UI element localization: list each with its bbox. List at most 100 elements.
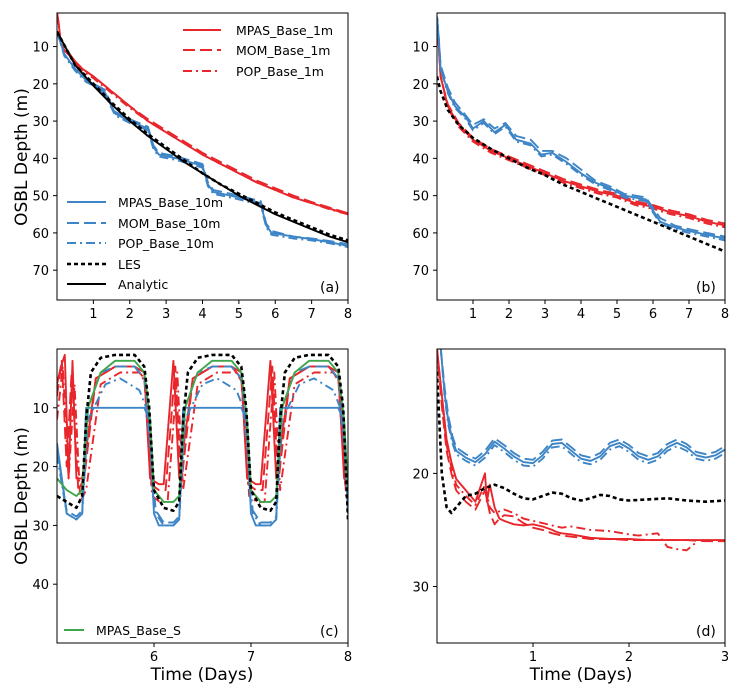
panel-b-tag: (b)	[696, 280, 716, 296]
panel-a-legend-top: MPAS_Base_1m MOM_Base_1m POP_Base_1m	[183, 23, 333, 79]
series-line-mpas-base-s	[57, 359, 348, 503]
y-tick-label: 30	[412, 115, 429, 130]
series-line-mom-base-1m	[437, 349, 725, 543]
panel-a-legend-bottom: MPAS_Base_10m MOM_Base_10m POP_Base_10m …	[67, 195, 223, 292]
y-tick-label: 20	[32, 78, 49, 93]
panel-b-y-ticks: 10 20 30 40 50 60 70	[412, 41, 437, 279]
x-tick-label: 7	[685, 307, 693, 322]
panel-a-y-ticks: 10 20 30 40 50 60 70	[32, 41, 57, 279]
legend-label-analytic: Analytic	[118, 277, 168, 292]
series-line-mom-base-1m	[437, 16, 725, 225]
series-line-les	[437, 76, 725, 253]
panel-d-tag: (d)	[696, 624, 716, 640]
series-line-pop-base-1m	[57, 365, 348, 503]
y-tick-label: 70	[32, 264, 49, 279]
panel-a-y-axis-label: OSBL Depth (m)	[12, 88, 32, 226]
series-line-pop-base-10m	[437, 16, 725, 242]
x-tick-label: 7	[307, 307, 315, 322]
series-line-pop-base-10m	[57, 31, 348, 249]
x-tick-label: 1	[89, 307, 97, 322]
series-line-pop-base-10m	[57, 377, 348, 527]
panel-d-x-axis-label: Time (Days)	[529, 665, 633, 685]
x-tick-label: 1	[469, 307, 477, 322]
x-tick-label: 8	[344, 650, 352, 665]
series-line-mom-base-10m	[57, 365, 348, 524]
panel-c-x-ticks: 6 7 8	[150, 643, 352, 665]
x-tick-label: 6	[150, 650, 158, 665]
legend-label-mpas-base-10m: MPAS_Base_10m	[118, 195, 223, 210]
panel-c-frame	[56, 348, 349, 644]
y-tick-label: 40	[32, 152, 49, 167]
panel-b-x-ticks: 1 2 3 4 5 6 7 8	[469, 300, 729, 322]
x-tick-label: 6	[649, 307, 657, 322]
y-tick-label: 30	[32, 115, 49, 130]
x-tick-label: 2	[625, 650, 633, 665]
series-line-pop-base-10m	[439, 349, 725, 468]
y-tick-label: 10	[32, 41, 49, 56]
panel-c-legend: MPAS_Base_S	[64, 623, 181, 638]
legend-label-les: LES	[118, 257, 141, 272]
series-line-pop-base-1m	[437, 349, 697, 552]
panel-a-x-ticks: 1 2 3 4 5 6 7 8	[89, 300, 352, 322]
x-tick-label: 1	[529, 650, 537, 665]
panel-b-frame	[436, 12, 726, 301]
y-tick-label: 40	[32, 578, 49, 593]
y-tick-label: 60	[32, 227, 49, 242]
panel-b: 1 2 3 4 5 6 7 8 10 20 30 40 50 60 70 (b)	[412, 12, 729, 322]
x-tick-label: 3	[721, 650, 729, 665]
y-tick-label: 60	[412, 227, 429, 242]
panel-c-lines	[57, 353, 348, 527]
x-tick-label: 5	[235, 307, 243, 322]
series-line-les	[437, 371, 725, 515]
y-tick-label: 40	[412, 152, 429, 167]
y-tick-label: 10	[32, 402, 49, 417]
series-line-mom-base-10m	[439, 349, 725, 461]
series-line-mom-base-10m	[57, 31, 348, 246]
series-line-mpas-base-10m	[439, 349, 725, 465]
x-tick-label: 2	[505, 307, 513, 322]
panel-c-y-axis-label: OSBL Depth (m)	[12, 427, 32, 565]
y-tick-label: 20	[412, 467, 429, 482]
panel-d-x-ticks: 1 2 3	[529, 643, 729, 665]
x-tick-label: 4	[198, 307, 206, 322]
panel-a: 1 2 3 4 5 6 7 8 10 20 30 40 50 60 70 OSBL Depth (m) (…	[12, 12, 352, 322]
legend-label-mpas-base-1m: MPAS_Base_1m	[236, 23, 333, 38]
x-tick-label: 8	[721, 307, 729, 322]
y-tick-label: 50	[412, 190, 429, 205]
legend-label-pop-base-1m: POP_Base_1m	[236, 64, 324, 79]
y-tick-label: 10	[412, 41, 429, 56]
legend-label-pop-base-10m: POP_Base_10m	[118, 236, 214, 251]
x-tick-label: 6	[271, 307, 279, 322]
panel-c-tag: (c)	[320, 624, 339, 640]
x-tick-label: 2	[126, 307, 134, 322]
panel-b-lines	[437, 16, 725, 253]
series-line-pop-base-1m	[57, 13, 348, 216]
x-tick-label: 3	[541, 307, 549, 322]
legend-label-mom-base-1m: MOM_Base_1m	[236, 43, 330, 58]
x-tick-label: 4	[577, 307, 585, 322]
legend-label-mom-base-10m: MOM_Base_10m	[118, 216, 220, 231]
panel-c-x-axis-label: Time (Days)	[150, 665, 254, 685]
series-line-analytic	[57, 31, 348, 244]
series-line-mpas-base-10m	[437, 16, 725, 240]
y-tick-label: 20	[32, 461, 49, 476]
panel-a-lines	[57, 13, 348, 249]
series-line-mom-base-1m	[57, 359, 348, 492]
x-tick-label: 8	[344, 307, 352, 322]
series-line-mom-base-10m	[437, 16, 725, 238]
y-tick-label: 30	[412, 580, 429, 595]
series-line-mpas-base-10m	[57, 406, 348, 527]
legend-label-mpas-base-s: MPAS_Base_S	[96, 623, 181, 638]
x-tick-label: 7	[247, 650, 255, 665]
y-tick-label: 30	[32, 519, 49, 534]
panel-d-frame	[436, 348, 726, 644]
panel-d-lines	[437, 349, 725, 552]
y-tick-label: 70	[412, 264, 429, 279]
panel-a-tag: (a)	[320, 280, 340, 296]
x-tick-label: 3	[162, 307, 170, 322]
series-line-les	[57, 353, 348, 520]
